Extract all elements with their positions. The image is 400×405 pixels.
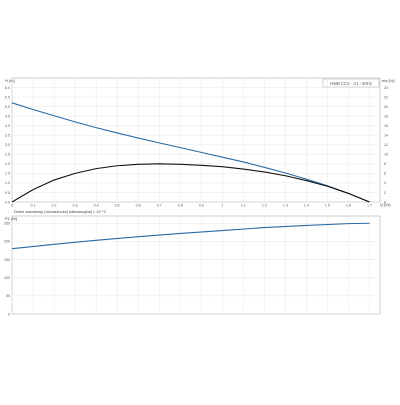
top-x-tick-label: 1.2 bbox=[262, 204, 267, 208]
top-left-tick-label: 3.5 bbox=[5, 134, 10, 138]
bottom-tick-label: 200 bbox=[4, 240, 10, 244]
top-right-tick-label: 16 bbox=[384, 124, 388, 128]
bottom-grid bbox=[11, 216, 380, 315]
power-curve-line bbox=[11, 222, 370, 250]
top-right-tick-label: 14 bbox=[384, 134, 388, 138]
top-x-tick-label: 1.4 bbox=[304, 204, 309, 208]
efficiency-curve-line bbox=[11, 163, 370, 203]
top-x-tick-label: 0.2 bbox=[52, 204, 57, 208]
top-x-tick-label: 0.8 bbox=[178, 204, 183, 208]
top-left-tick-label: 5.5 bbox=[5, 95, 10, 99]
top-ticks: 0 0.1 0.2 0.3 0.4 0.5 0.6 0.7 0.8 0.9 1 1.1 1.2 1.3 1.… bbox=[5, 86, 388, 208]
top-right-tick-label: 22 bbox=[384, 95, 388, 99]
top-right-tick-label: 2 bbox=[384, 191, 386, 195]
top-left-tick-label: 1.5 bbox=[5, 172, 10, 176]
power-axis-label: P1 [W] bbox=[5, 216, 17, 221]
top-x-tick-label: 1 bbox=[221, 204, 223, 208]
top-right-tick-label: 20 bbox=[384, 105, 388, 109]
top-x-tick-label: 1.1 bbox=[241, 204, 246, 208]
top-right-tick-label: 12 bbox=[384, 143, 388, 147]
top-right-tick-label: 24 bbox=[384, 86, 388, 90]
top-grid bbox=[11, 78, 380, 203]
bottom-subtitle: Dzień zasobowy (rozważność) kalkulacyjne… bbox=[14, 209, 107, 214]
top-x-tick-label: 0.1 bbox=[31, 204, 36, 208]
top-left-tick-label: 2.5 bbox=[5, 153, 10, 157]
top-x-tick-label: 1.6 bbox=[346, 204, 351, 208]
top-x-tick-label: 0.3 bbox=[73, 204, 78, 208]
top-x-tick-label: 1.5 bbox=[325, 204, 330, 208]
top-x-tick-label: 0.9 bbox=[199, 204, 204, 208]
bottom-tick-label: 100 bbox=[4, 276, 10, 280]
top-right-tick-label: 0 bbox=[384, 200, 386, 204]
left-axis-label: H [m] bbox=[5, 78, 15, 83]
power-chart: Dzień zasobowy (rozważność) kalkulacyjne… bbox=[4, 209, 381, 317]
top-left-tick-label: 1.0 bbox=[5, 181, 10, 185]
top-left-tick-label: 2.0 bbox=[5, 162, 10, 166]
top-left-tick-label: 4.0 bbox=[5, 124, 10, 128]
head-efficiency-chart: HWB CCS - A1 - 50Hz H [m] eta [%] Q [l/s… bbox=[5, 77, 394, 208]
top-x-tick-label: 1.7 bbox=[367, 204, 372, 208]
top-x-tick-label: 0 bbox=[11, 204, 13, 208]
top-right-tick-label: 4 bbox=[384, 181, 386, 185]
top-x-tick-label: 0.6 bbox=[136, 204, 141, 208]
bottom-tick-label: 50 bbox=[6, 294, 10, 298]
top-right-tick-label: 8 bbox=[384, 162, 386, 166]
bottom-tick-label: 0 bbox=[8, 312, 10, 316]
top-right-tick-label: 18 bbox=[384, 114, 388, 118]
head-curve-line bbox=[11, 102, 370, 203]
top-left-tick-label: 4.5 bbox=[5, 114, 10, 118]
pump-label: HWB CCS - A1 - 50Hz bbox=[330, 81, 372, 86]
top-series bbox=[11, 102, 370, 203]
bottom-tick-label: 250 bbox=[4, 222, 10, 226]
right-axis-label: eta [%] bbox=[382, 78, 394, 83]
bottom-ticks: 0 50 100 150 200 250 bbox=[4, 222, 10, 317]
pump-label-box bbox=[322, 78, 380, 88]
top-x-tick-label: 0.5 bbox=[115, 204, 120, 208]
x-axis-label: Q [l/s] bbox=[380, 202, 390, 207]
top-left-tick-label: 3.0 bbox=[5, 143, 10, 147]
bottom-series bbox=[11, 222, 370, 250]
top-left-tick-label: 0.0 bbox=[5, 200, 10, 204]
bottom-tick-label: 150 bbox=[4, 258, 10, 262]
top-right-tick-label: 10 bbox=[384, 153, 388, 157]
top-left-tick-label: 6.0 bbox=[5, 86, 10, 90]
top-x-tick-label: 0.4 bbox=[94, 204, 99, 208]
top-x-tick-label: 0.7 bbox=[157, 204, 162, 208]
top-right-tick-label: 6 bbox=[384, 172, 386, 176]
top-left-tick-label: 5.0 bbox=[5, 105, 10, 109]
top-left-tick-label: 0.5 bbox=[5, 191, 10, 195]
top-x-tick-label: 1.3 bbox=[283, 204, 288, 208]
